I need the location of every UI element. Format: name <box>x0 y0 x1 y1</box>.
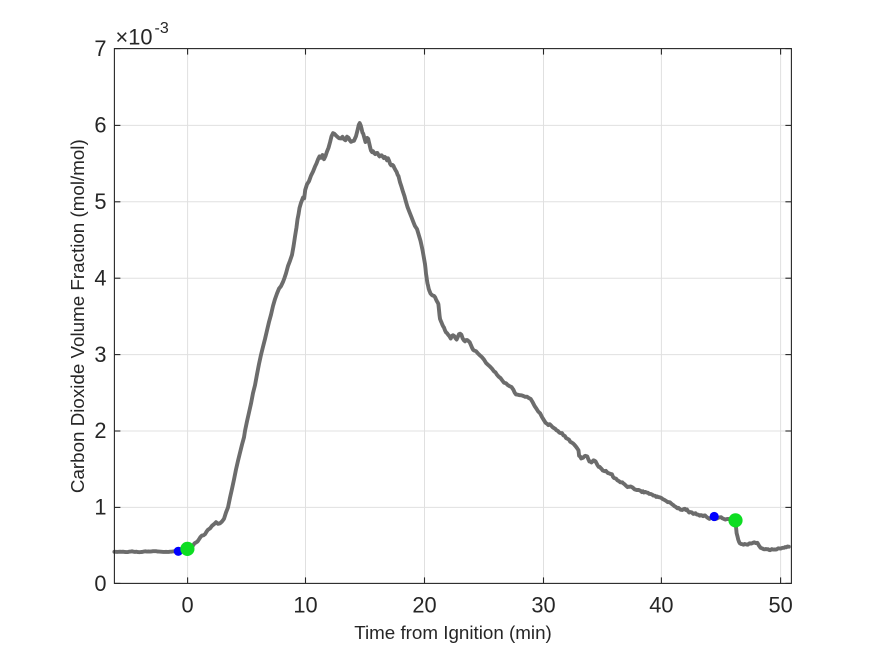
svg-text:50: 50 <box>768 593 792 618</box>
svg-text:7: 7 <box>94 36 106 61</box>
svg-text:4: 4 <box>94 265 106 290</box>
svg-text:2: 2 <box>94 418 106 443</box>
svg-text:0: 0 <box>182 593 194 618</box>
svg-text:-3: -3 <box>155 20 169 37</box>
svg-text:40: 40 <box>649 593 673 618</box>
svg-text:0: 0 <box>94 571 106 596</box>
svg-text:5: 5 <box>94 189 106 214</box>
svg-text:Carbon Dioxide Volume Fraction: Carbon Dioxide Volume Fraction (mol/mol) <box>67 139 88 493</box>
svg-text:6: 6 <box>94 113 106 138</box>
svg-text:×10: ×10 <box>116 25 153 50</box>
svg-text:1: 1 <box>94 495 106 520</box>
svg-text:Time from Ignition (min): Time from Ignition (min) <box>354 622 552 643</box>
svg-text:20: 20 <box>412 593 436 618</box>
svg-text:10: 10 <box>293 593 317 618</box>
svg-text:3: 3 <box>94 342 106 367</box>
svg-text:30: 30 <box>531 593 555 618</box>
